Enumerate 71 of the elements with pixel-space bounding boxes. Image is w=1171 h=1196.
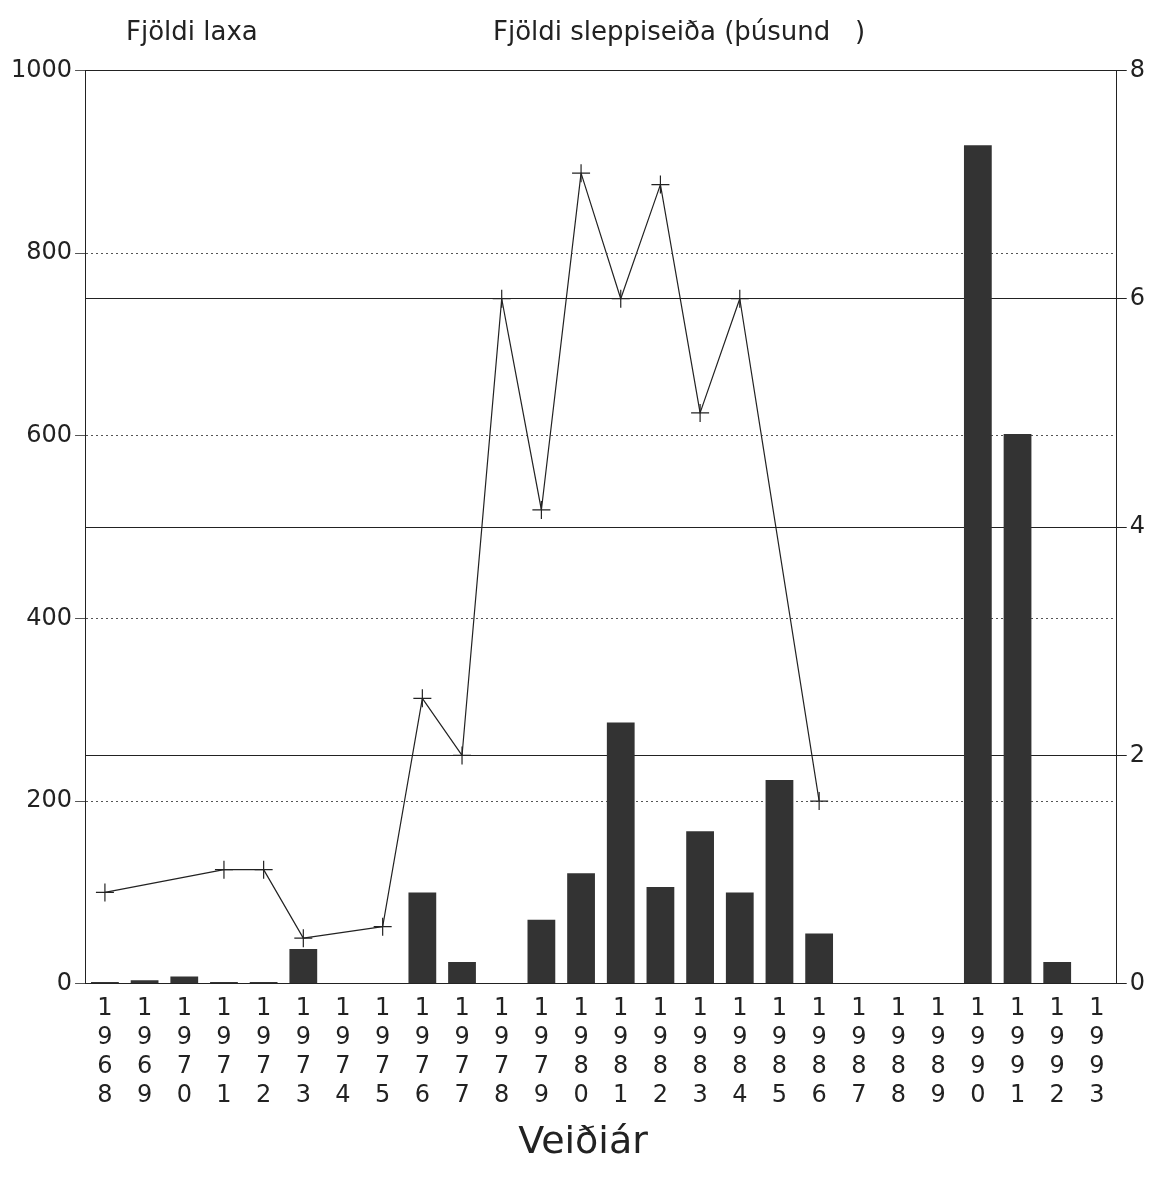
point <box>571 163 591 183</box>
point <box>214 860 234 880</box>
bar <box>686 831 714 984</box>
y2-tick-label: 0 <box>1129 968 1146 997</box>
y-tick-label: 0 <box>56 968 73 997</box>
point <box>254 860 274 880</box>
x-tick-label: 1968 <box>97 993 113 1108</box>
bar <box>448 961 476 984</box>
x-tick-label: 1988 <box>890 993 907 1108</box>
y-tick-label: 200 <box>26 785 73 814</box>
point <box>373 917 393 937</box>
y-tick-label: 800 <box>26 237 73 266</box>
point <box>452 745 472 766</box>
x-tick-label: 1977 <box>454 993 470 1108</box>
point <box>650 174 671 195</box>
x-tick-label: 1978 <box>494 993 510 1108</box>
x-tick-label: 1971 <box>216 993 232 1108</box>
point <box>95 882 115 903</box>
bar <box>567 873 595 984</box>
x-tick-label: 1984 <box>732 993 748 1108</box>
bar <box>408 892 437 984</box>
point <box>293 928 313 948</box>
y-tick-label: 400 <box>26 602 73 631</box>
x-tick-label: 1990 <box>970 993 986 1108</box>
y-tick-label: 1000 <box>11 54 73 83</box>
x-tick-label: 1985 <box>771 993 788 1108</box>
bar <box>130 980 159 984</box>
x-tick-label: 1987 <box>851 993 867 1108</box>
x-tick-label: 1983 <box>692 993 708 1108</box>
point <box>611 289 631 309</box>
x-tick-label: 1972 <box>255 993 272 1108</box>
bar <box>1043 961 1072 984</box>
x-tick-label: 1969 <box>136 993 153 1108</box>
x-tick-label: 1992 <box>1049 993 1065 1108</box>
x-tick-label: 1979 <box>533 993 550 1108</box>
y2-tick-label: 2 <box>1129 739 1146 768</box>
bar <box>646 886 675 984</box>
x-tick-label: 1974 <box>335 993 351 1108</box>
point <box>809 791 829 811</box>
bar <box>289 949 318 984</box>
x-tick-label: 1991 <box>1009 993 1026 1108</box>
y2-tick-label: 6 <box>1129 282 1146 311</box>
x-tick-label: 1993 <box>1089 993 1105 1108</box>
bar <box>170 976 199 984</box>
x-tick-label: 1982 <box>652 993 669 1108</box>
bar <box>527 919 556 984</box>
bar <box>606 722 635 984</box>
bar <box>1003 433 1032 984</box>
x-tick-label: 1975 <box>375 993 391 1108</box>
point <box>531 500 551 520</box>
x-tick-label: 1981 <box>613 993 629 1108</box>
x-tick-label: 1976 <box>414 993 430 1108</box>
point <box>690 403 710 423</box>
point <box>412 688 432 708</box>
y2-tick-label: 4 <box>1129 511 1146 540</box>
bar <box>805 933 834 984</box>
bar <box>765 780 794 984</box>
x-tick-label: 1970 <box>176 993 192 1108</box>
x-tick-label: 1980 <box>573 993 589 1108</box>
x-axis-title: Veiðiár <box>517 1118 649 1162</box>
x-tick-label: 1989 <box>930 993 946 1108</box>
y2-axis-title: Fjöldi sleppiseiða (þúsund ) <box>493 16 866 46</box>
bar <box>963 145 992 984</box>
y-axis-title: Fjöldi laxa <box>126 16 258 46</box>
point <box>730 289 750 309</box>
x-tick-label: 1973 <box>295 993 311 1108</box>
x-tick-label: 1986 <box>811 993 827 1108</box>
y2-tick-label: 8 <box>1129 54 1146 83</box>
bar <box>725 892 754 984</box>
point <box>492 289 512 309</box>
y-tick-label: 600 <box>26 419 73 448</box>
